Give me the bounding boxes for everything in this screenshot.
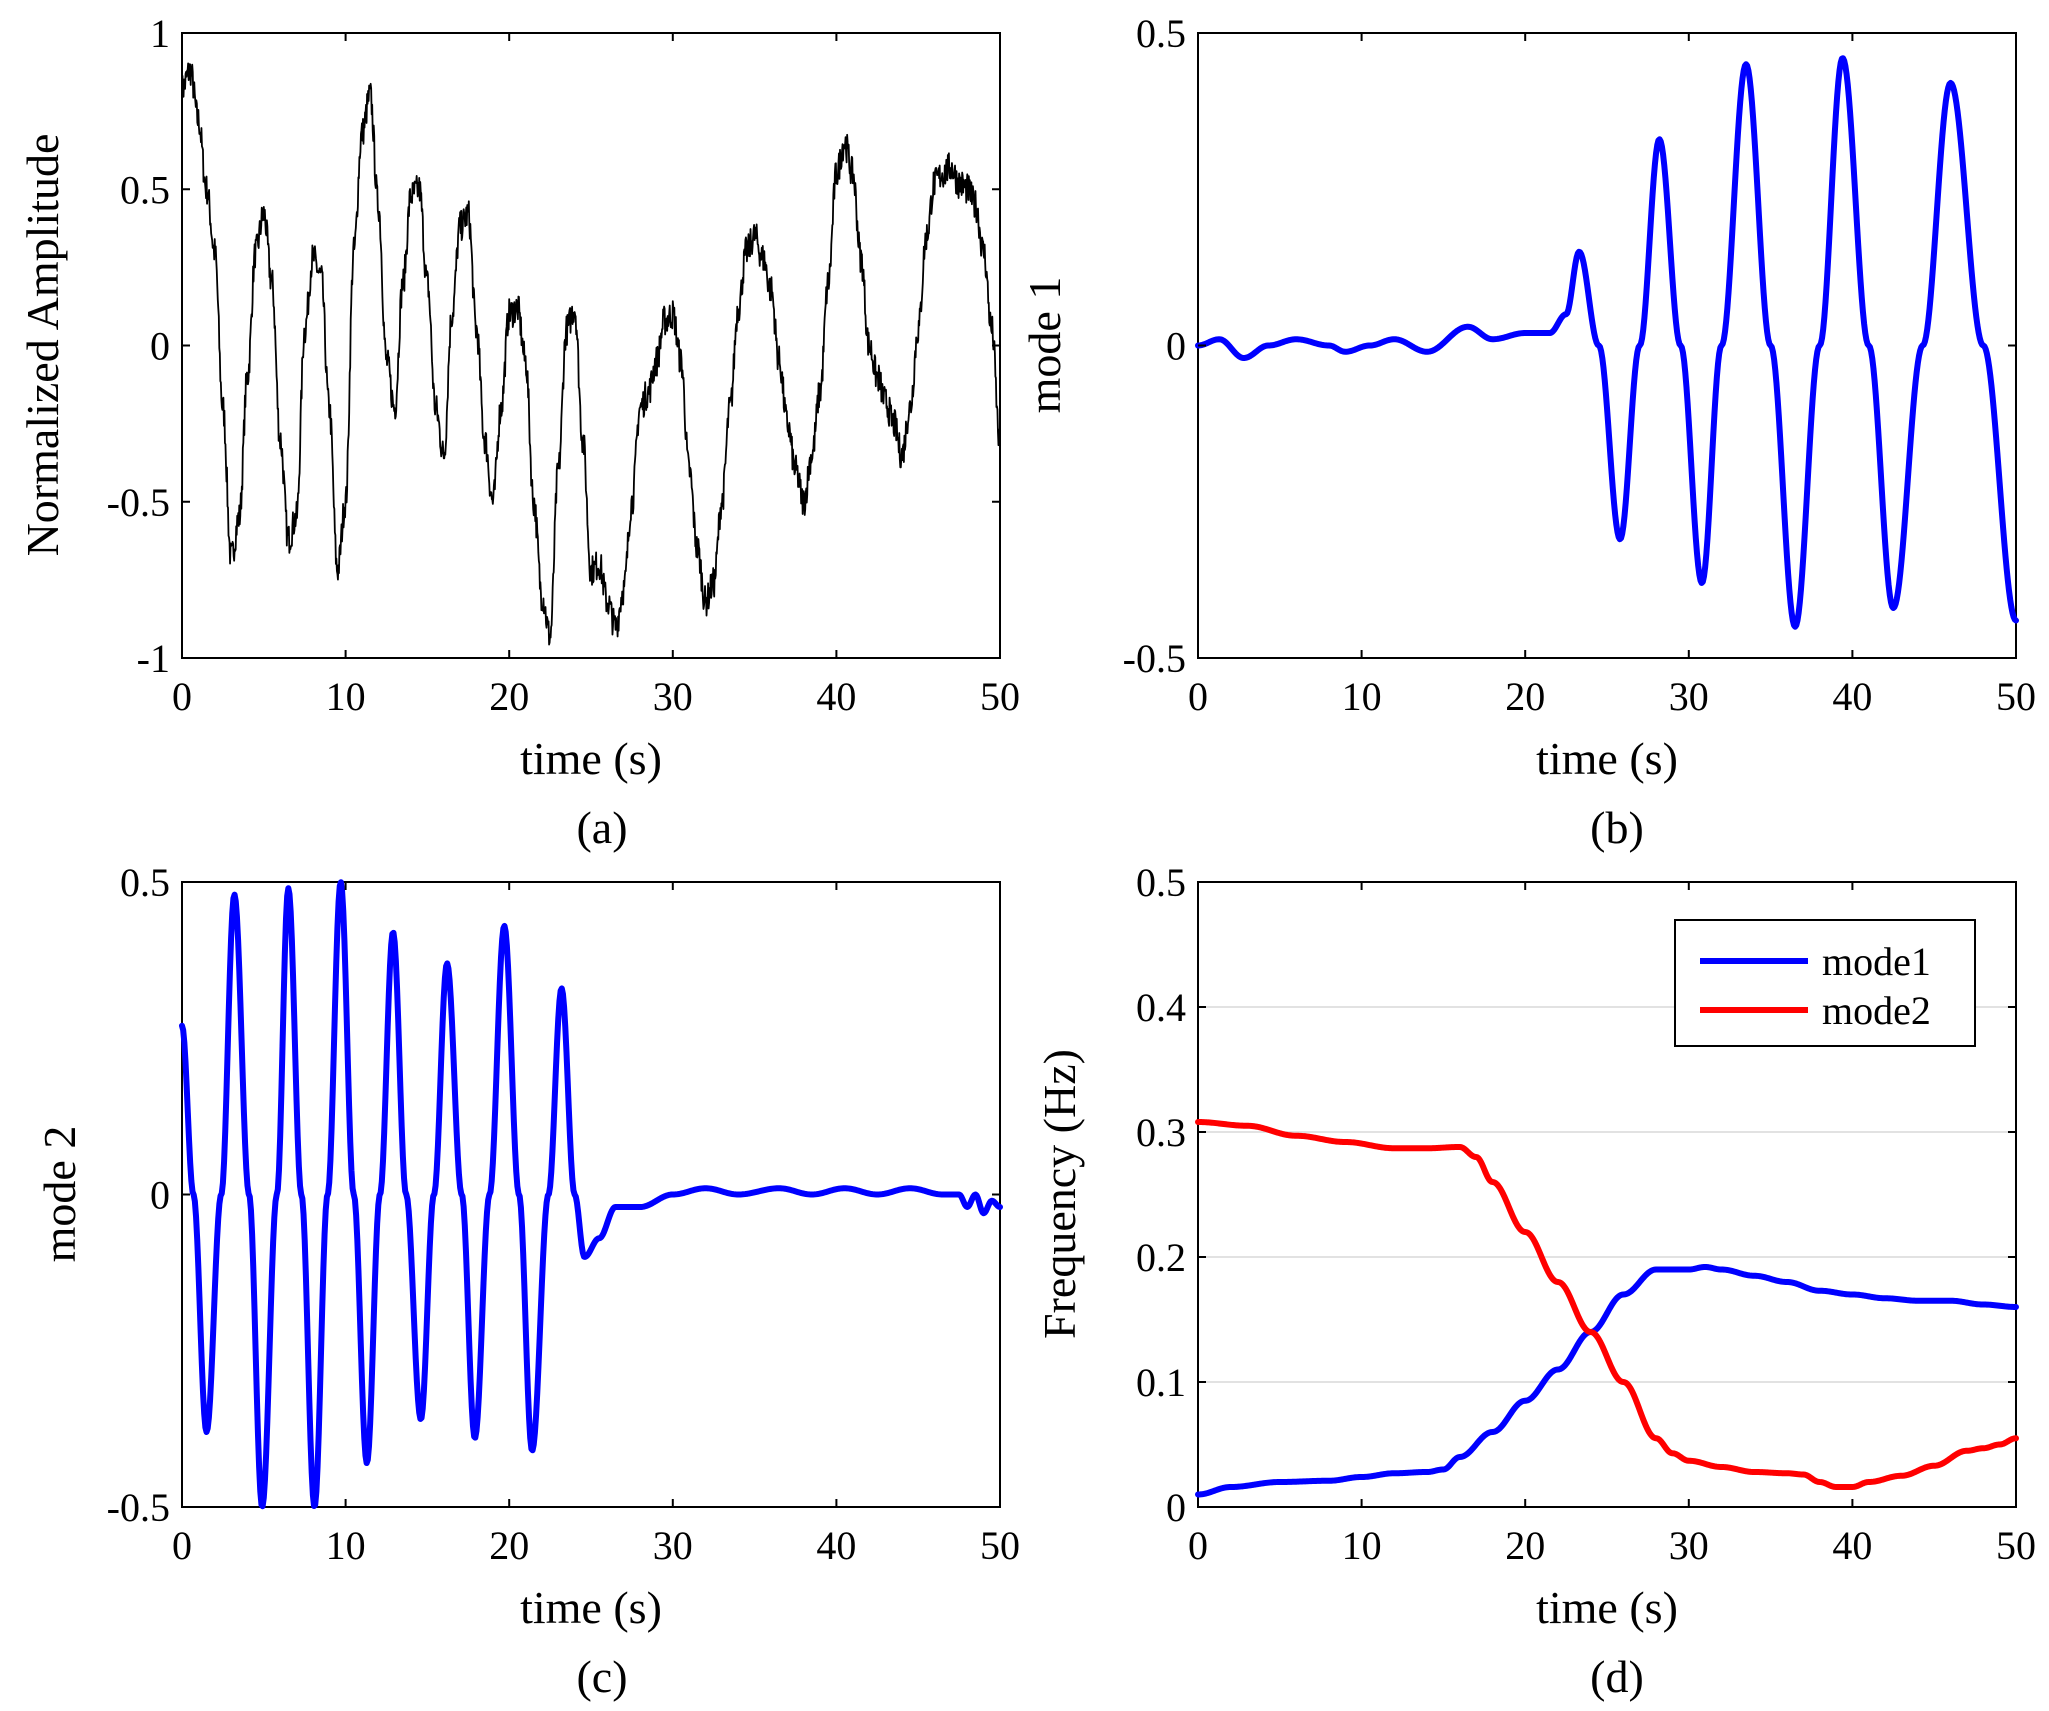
legend-label-mode2: mode2: [1822, 988, 1931, 1033]
ylabel-c: mode 2: [34, 1126, 85, 1263]
y-tick-label: 0.2: [1136, 1235, 1186, 1280]
y-tick-label: 0.5: [1136, 860, 1186, 905]
y-tick-label: 0.5: [1136, 11, 1186, 56]
x-tick-label: 0: [172, 674, 192, 719]
y-tick-label: 0.1: [1136, 1360, 1186, 1405]
y-tick-label: 0: [1166, 1485, 1186, 1530]
x-tick-label: 20: [489, 674, 529, 719]
caption-a: (a): [576, 802, 627, 853]
y-tick-label: -0.5: [107, 1485, 170, 1530]
x-tick-label: 20: [1505, 1523, 1545, 1568]
legend: mode1 mode2: [1674, 919, 1976, 1047]
x-tick-label: 0: [1188, 674, 1208, 719]
x-tick-label: 40: [1832, 1523, 1872, 1568]
x-tick-label: 50: [980, 674, 1020, 719]
x-tick-label: 10: [326, 674, 366, 719]
gridlines-d: [1198, 1006, 2016, 1383]
xlabel-a: time (s): [520, 733, 662, 784]
x-tick-label: 10: [1342, 674, 1382, 719]
x-tick-label: 40: [1832, 674, 1872, 719]
yticks-b: -0.5 0 0.5: [1123, 11, 2016, 681]
y-tick-label: 0.5: [120, 167, 170, 212]
y-tick-label: 0.5: [120, 860, 170, 905]
yticks-c: -0.5 0 0.5: [107, 860, 1000, 1530]
y-tick-label: 0: [1166, 324, 1186, 369]
y-tick-label: 0: [150, 324, 170, 369]
series-line-mode2: [1195, 1119, 2019, 1490]
ylabel-b: mode 1: [1019, 277, 1070, 414]
y-tick-label: -0.5: [107, 480, 170, 525]
x-tick-label: 30: [653, 1523, 693, 1568]
series-b: [1195, 55, 2019, 630]
x-tick-label: 10: [326, 1523, 366, 1568]
x-tick-label: 20: [489, 1523, 529, 1568]
xlabel-c: time (s): [520, 1582, 662, 1633]
series-line-mode1: [1195, 1264, 2019, 1498]
x-tick-label: 40: [816, 674, 856, 719]
x-tick-label: 10: [1342, 1523, 1382, 1568]
xlabel-b: time (s): [1536, 733, 1678, 784]
panel-b: 0 10 20 30 40 50 -0.500.5 time (s) mode 1 (b): [1019, 11, 2036, 853]
caption-b: (b): [1590, 802, 1644, 853]
x-tick-label: 40: [816, 1523, 856, 1568]
ylabel-a: Normalized Amplitude: [17, 134, 68, 557]
x-tick-label: 50: [1996, 674, 2036, 719]
x-tick-label: 30: [653, 674, 693, 719]
series-d: [1195, 1119, 2019, 1498]
y-tick-label: 0.3: [1136, 1110, 1186, 1155]
xticks-a: 0 10 20 30 40 50: [172, 33, 1020, 719]
ylabel-d: Frequency (Hz): [1034, 1049, 1085, 1339]
x-tick-label: 50: [980, 1523, 1020, 1568]
series-a: [181, 62, 1001, 646]
yticks-d: 0 0.1 0.2 0.3 0.4 0.5: [1136, 860, 2016, 1530]
caption-d: (d): [1590, 1651, 1644, 1702]
series-line-signal: [181, 62, 1001, 646]
x-tick-label: 0: [172, 1523, 192, 1568]
xticks-d: 0 10 20 30 40 50: [1188, 882, 2036, 1568]
legend-box: [1674, 919, 1976, 1047]
series-line-mode-1: [1195, 55, 2019, 630]
x-tick-label: 30: [1669, 674, 1709, 719]
panel-d: 0 10 20 30 40 50 0 0.1 0.2 0.3 0.4 0.5 time (s) Fr…: [1034, 860, 2036, 1702]
x-tick-label: 20: [1505, 674, 1545, 719]
plot-area-a: [181, 32, 1001, 659]
caption-c: (c): [576, 1651, 627, 1702]
panel-a: 0 10 20 30 40 50 -1 -0.5 0 0.5 1 time (s) Normali…: [17, 11, 1020, 853]
xticks-b: 0 10 20 30 40 50: [1188, 33, 2036, 719]
series-line-mode-2: [179, 879, 1003, 1510]
x-tick-label: 0: [1188, 1523, 1208, 1568]
legend-label-mode1: mode1: [1822, 939, 1931, 984]
x-tick-label: 50: [1996, 1523, 2036, 1568]
x-tick-label: 30: [1669, 1523, 1709, 1568]
y-tick-label: 0.4: [1136, 985, 1186, 1030]
xticks-c: 0 10 20 30 40 50: [172, 882, 1020, 1568]
y-tick-label: -0.5: [1123, 636, 1186, 681]
y-tick-label: 0: [150, 1173, 170, 1218]
y-tick-label: 1: [150, 11, 170, 56]
y-tick-label: -1: [137, 636, 170, 681]
series-c: [179, 879, 1003, 1510]
yticks-a: -1 -0.5 0 0.5 1: [107, 11, 1000, 681]
xlabel-d: time (s): [1536, 1582, 1678, 1633]
panel-c: 0 10 20 30 40 50 -0.500.5 time (s) mode 2 (c): [34, 860, 1020, 1702]
